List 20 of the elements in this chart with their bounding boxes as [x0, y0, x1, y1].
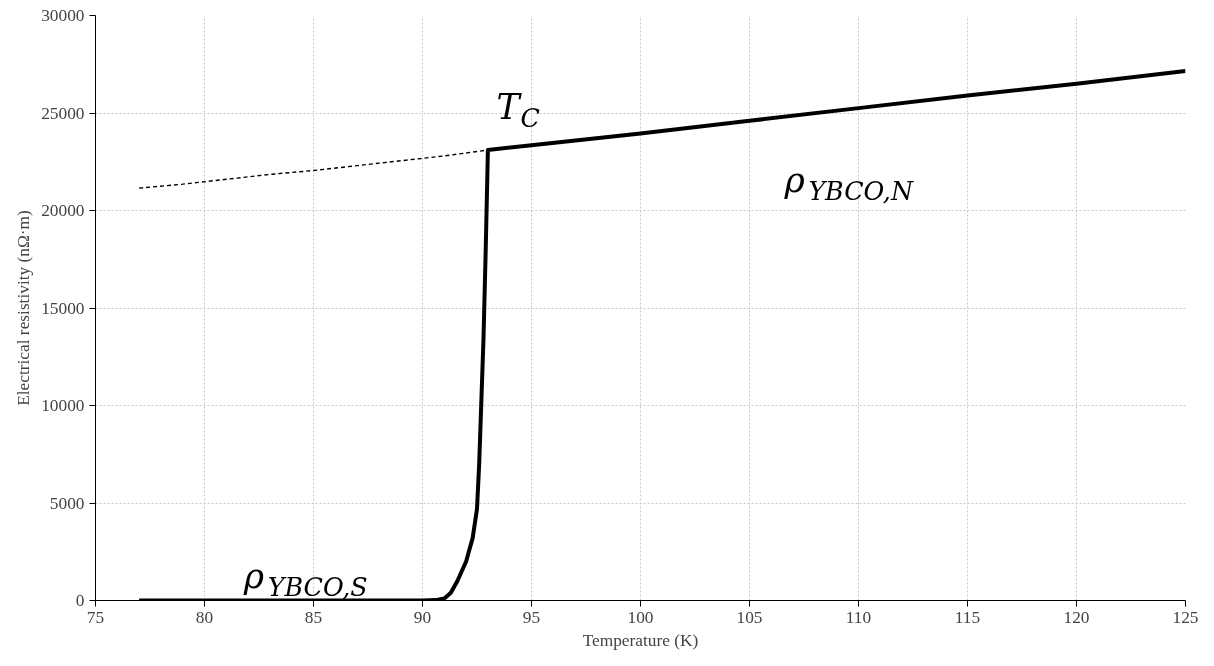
y-tick-label: 20000 [41, 201, 85, 220]
x-tick-label: 115 [954, 607, 981, 627]
x-tick-label: 110 [845, 607, 872, 627]
x-tick-label: 100 [627, 607, 654, 627]
y-tick-label: 10000 [41, 396, 85, 415]
x-tick-label: 95 [522, 607, 541, 627]
x-axis-title: Temperature (K) [582, 630, 699, 650]
x-tick-label: 120 [1063, 607, 1090, 627]
x-tick-label: 85 [304, 607, 323, 627]
y-tick-label: 15000 [41, 298, 85, 318]
x-tick-label: 75 [86, 607, 105, 627]
x-tick-label: 90 [413, 607, 432, 627]
y-tick-label: 5000 [49, 493, 85, 513]
x-tick-label: 105 [736, 607, 763, 627]
y-axis-title: Electrical resistivity (nΩ·m) [14, 209, 34, 406]
y-tick-label: 0 [75, 591, 85, 610]
y-tick-label: 30000 [41, 6, 85, 25]
x-tick-label: 80 [195, 607, 214, 627]
y-tick-label: 25000 [41, 103, 85, 123]
x-tick-label: 125 [1172, 607, 1199, 627]
